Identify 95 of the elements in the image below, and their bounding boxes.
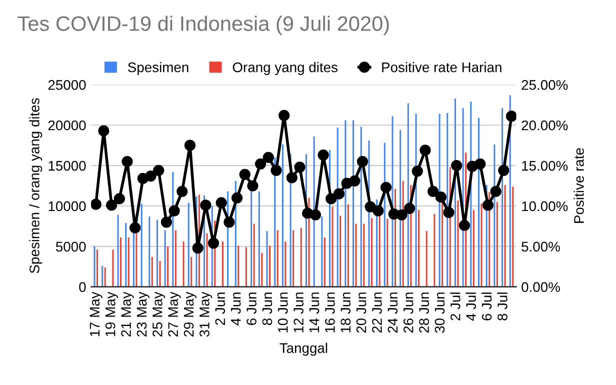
x-tick-label: 25 May xyxy=(152,292,166,337)
point xyxy=(286,172,298,184)
point xyxy=(278,110,290,121)
legend-label: Spesimen xyxy=(128,62,188,75)
point xyxy=(216,197,227,208)
point xyxy=(224,216,235,228)
point xyxy=(310,209,322,220)
x-tick-label: 8 Jul xyxy=(497,292,508,320)
point xyxy=(98,125,110,136)
point xyxy=(474,158,486,170)
x-tick-label: 28 Jun xyxy=(419,292,429,333)
point xyxy=(490,186,502,197)
point xyxy=(262,152,274,164)
y-tick-label: 25000 xyxy=(48,80,86,90)
x-tick-label: 4 Jun xyxy=(231,292,241,326)
point xyxy=(192,242,204,254)
point xyxy=(153,164,164,176)
point xyxy=(404,202,416,214)
x-tick-label: 26 Jun xyxy=(403,292,414,333)
point xyxy=(184,140,196,151)
point xyxy=(122,156,133,168)
y2-axis-title: Positive rate xyxy=(574,148,584,223)
legend-label: Positive rate Harian xyxy=(382,62,502,72)
chart-title: Tes COVID-19 di Indonesia (9 Juli 2020) xyxy=(18,16,389,36)
x-tick-label: 31 May xyxy=(200,292,212,337)
point xyxy=(372,205,384,216)
x-tick-label: 4 Jul xyxy=(466,292,476,321)
point xyxy=(91,198,102,210)
x-axis-title: Tanggal xyxy=(280,342,328,356)
point xyxy=(208,238,220,249)
point xyxy=(458,220,470,231)
x-tick-label: 20 Jun xyxy=(356,292,366,333)
y2-tick-label: 0.00% xyxy=(522,282,560,292)
y-tick-label: 15000 xyxy=(48,160,86,171)
x-tick-label: 29 May xyxy=(184,292,196,337)
y-tick-label: 10000 xyxy=(48,201,86,212)
point xyxy=(200,200,212,211)
x-tick-label: 12 Jun xyxy=(294,292,304,332)
x-tick-label: 23 May xyxy=(136,292,150,337)
y2-tick-label: 20.00% xyxy=(522,120,568,130)
point xyxy=(130,222,141,234)
point xyxy=(349,175,360,186)
point xyxy=(428,186,439,197)
y-tick-label: 0 xyxy=(79,282,86,292)
y2-tick-label: 10.00% xyxy=(522,201,568,212)
x-tick-label: 14 Jun xyxy=(309,292,320,332)
point xyxy=(380,182,392,193)
point xyxy=(356,156,368,168)
point xyxy=(412,166,423,177)
x-tick-label: 6 Jun xyxy=(246,292,256,325)
y-tick-label: 5000 xyxy=(56,242,86,252)
x-tick-label: 27 May xyxy=(168,292,181,337)
point xyxy=(396,209,408,220)
point xyxy=(247,180,258,192)
y-tick-label: 20000 xyxy=(48,120,86,130)
point xyxy=(506,110,516,122)
y2-tick-label: 25.00% xyxy=(522,80,568,90)
point xyxy=(451,160,462,172)
x-tick-label: 19 May xyxy=(105,292,118,336)
point xyxy=(145,170,156,182)
point xyxy=(326,193,337,204)
point xyxy=(270,164,282,176)
point xyxy=(231,192,243,204)
point xyxy=(239,168,250,180)
y2-tick-label: 15.00% xyxy=(522,160,568,171)
x-tick-label: 17 May xyxy=(90,292,102,336)
point xyxy=(318,149,329,161)
point xyxy=(443,206,454,218)
point xyxy=(294,162,306,173)
x-tick-label: 6 Jul xyxy=(482,292,492,320)
point xyxy=(168,205,180,216)
x-tick-label: 2 Jun xyxy=(215,292,226,325)
x-tick-label: 2 Jul xyxy=(450,292,460,320)
x-tick-label: 21 May xyxy=(121,292,134,337)
point xyxy=(498,164,510,176)
point xyxy=(435,192,446,203)
x-tick-label: 22 Jun xyxy=(372,292,382,333)
point xyxy=(114,193,125,204)
point xyxy=(255,158,266,170)
y-axis-title: Spesimen / orang yang dites xyxy=(29,98,42,274)
x-tick-label: 8 Jun xyxy=(262,292,272,326)
x-tick-label: 30 Jun xyxy=(434,292,445,333)
point xyxy=(333,188,345,200)
x-tick-label: 10 Jun xyxy=(278,292,288,332)
point xyxy=(160,216,172,228)
y2-tick-label: 5.00% xyxy=(522,242,560,252)
point xyxy=(176,186,188,197)
point xyxy=(482,200,494,211)
point xyxy=(364,201,376,212)
point xyxy=(106,200,118,211)
x-tick-label: 24 Jun xyxy=(388,292,398,333)
legend-label: Orang yang dites xyxy=(232,62,338,75)
x-tick-label: 16 Jun xyxy=(325,292,335,332)
x-tick-label: 18 Jun xyxy=(340,292,351,332)
point xyxy=(420,144,431,156)
